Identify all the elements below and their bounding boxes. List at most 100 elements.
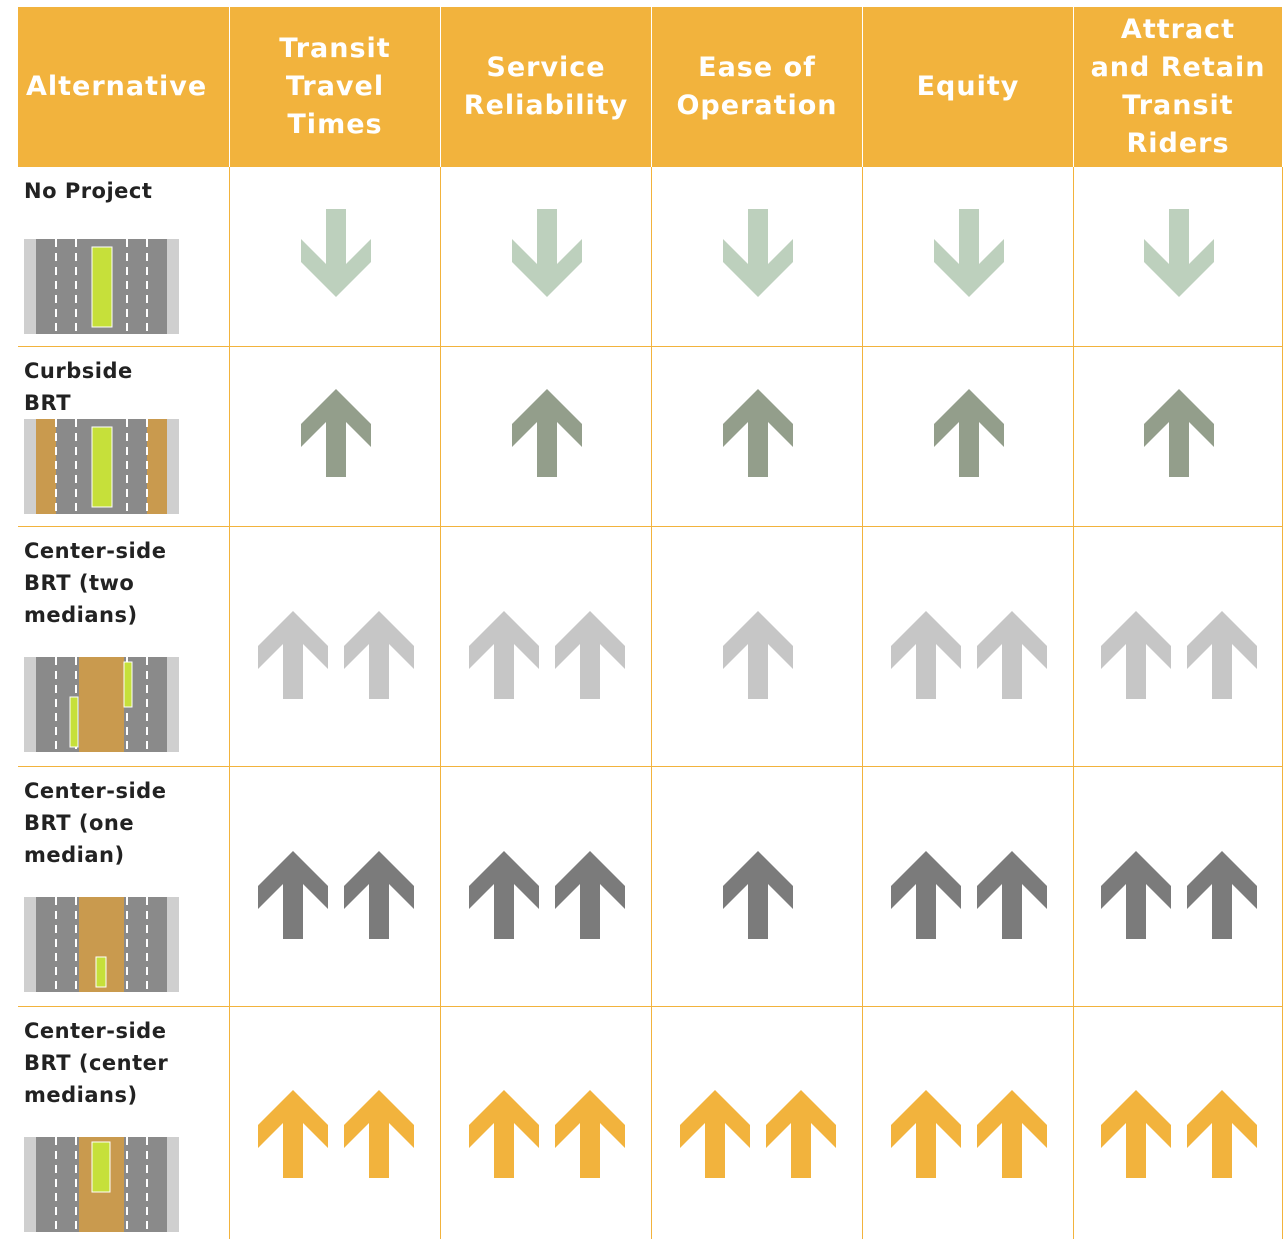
header-text: Ease of Operation: [676, 52, 838, 121]
arrow: [257, 851, 328, 939]
arrow: [343, 611, 414, 699]
rating-cell: [230, 527, 441, 767]
rating: [257, 851, 414, 939]
row-label: Center-side BRT (one median): [24, 779, 167, 867]
rating-cell: [652, 167, 863, 347]
rating-cell: [441, 347, 652, 527]
rating: [722, 611, 793, 699]
rating: [468, 611, 625, 699]
rating-cell: [441, 767, 652, 1007]
arrow: [976, 1090, 1047, 1178]
arrow: [1186, 611, 1257, 699]
rating-cell: [863, 767, 1074, 1007]
rating-cell: [441, 1007, 652, 1239]
rating: [1100, 1090, 1257, 1178]
rating: [300, 209, 371, 297]
rating: [257, 1090, 414, 1178]
sidewalk: [167, 897, 179, 992]
rating-cell: [230, 1007, 441, 1239]
arrow: [1100, 611, 1171, 699]
sidewalk: [167, 239, 179, 334]
rating: [468, 1090, 625, 1178]
row-label: Center-side BRT (two medians): [24, 539, 167, 627]
arrow: [300, 389, 371, 477]
arrow: [511, 389, 582, 477]
rating-cell: [863, 347, 1074, 527]
header-text: Service Reliability: [463, 52, 629, 121]
median: [91, 1141, 111, 1193]
arrow: [890, 1090, 961, 1178]
rating: [300, 389, 371, 477]
rating: [511, 209, 582, 297]
header-cell: Equity: [863, 7, 1074, 167]
rating: [1143, 209, 1214, 297]
rating: [679, 1090, 836, 1178]
arrow: [1186, 851, 1257, 939]
arrow: [468, 851, 539, 939]
rating: [511, 389, 582, 477]
arrow: [933, 209, 1004, 297]
rating-cell: [863, 1007, 1074, 1239]
median: [91, 246, 113, 328]
arrow: [511, 209, 582, 297]
sidewalk: [24, 239, 36, 334]
arrow: [343, 1090, 414, 1178]
arrow: [976, 851, 1047, 939]
road-thumbnail: [24, 897, 179, 992]
arrow: [1100, 851, 1171, 939]
sidewalk: [24, 657, 36, 752]
rating: [1143, 389, 1214, 477]
arrow: [257, 611, 328, 699]
sidewalk: [167, 657, 179, 752]
road-thumbnail: [24, 657, 179, 752]
rating: [890, 611, 1047, 699]
arrow: [765, 1090, 836, 1178]
arrow: [890, 611, 961, 699]
header-text: Transit Travel Times: [279, 33, 391, 140]
road-thumbnail: [24, 1137, 179, 1232]
rating-cell: [863, 527, 1074, 767]
arrow: [1186, 1090, 1257, 1178]
rating-cell: [1074, 1007, 1283, 1239]
header-cell: Alternative: [18, 7, 230, 167]
bus-lane: [147, 419, 167, 514]
road-thumbnail: [24, 239, 179, 334]
median: [69, 696, 79, 748]
arrow: [1143, 209, 1214, 297]
rating-cell: [1074, 527, 1283, 767]
header-text: Alternative: [26, 71, 208, 102]
rating: [1100, 851, 1257, 939]
rating-cell: [863, 167, 1074, 347]
rating-cell: [441, 167, 652, 347]
arrow: [722, 611, 793, 699]
sidewalk: [24, 1137, 36, 1232]
label-cell: Center-side BRT (center medians): [18, 1007, 230, 1239]
rating-cell: [230, 167, 441, 347]
rating-cell: [1074, 167, 1283, 347]
median: [123, 661, 133, 708]
arrow: [722, 389, 793, 477]
arrow: [1100, 1090, 1171, 1178]
median: [95, 956, 107, 988]
rating: [722, 389, 793, 477]
row-label: Center-side BRT (center medians): [24, 1019, 169, 1107]
rating: [1100, 611, 1257, 699]
rating: [257, 611, 414, 699]
sidewalk: [24, 897, 36, 992]
arrow: [933, 389, 1004, 477]
bus-lane: [36, 419, 56, 514]
rating: [890, 851, 1047, 939]
arrow: [722, 851, 793, 939]
arrow: [468, 611, 539, 699]
arrow: [554, 611, 625, 699]
arrow: [890, 851, 961, 939]
rating-cell: [652, 1007, 863, 1239]
rating: [933, 389, 1004, 477]
header-cell: Service Reliability: [441, 7, 652, 167]
rating-cell: [441, 527, 652, 767]
median: [91, 426, 113, 508]
header-cell: Attract and Retain Transit Riders: [1074, 7, 1283, 167]
arrow: [554, 851, 625, 939]
arrow: [343, 851, 414, 939]
